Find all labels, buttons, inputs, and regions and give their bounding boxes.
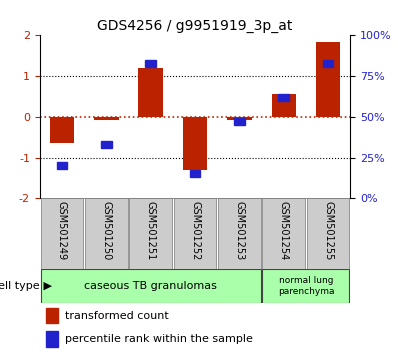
Text: GSM501251: GSM501251	[146, 201, 156, 260]
Text: GSM501250: GSM501250	[101, 201, 111, 260]
Bar	[145, 60, 156, 67]
Bar	[183, 117, 207, 170]
Text: cell type: cell type	[0, 281, 40, 291]
Bar	[174, 198, 216, 269]
Bar	[85, 198, 128, 269]
Bar	[323, 60, 334, 67]
Bar	[271, 95, 296, 117]
Bar	[262, 269, 349, 303]
Bar	[41, 269, 261, 303]
Bar	[129, 198, 172, 269]
Text: percentile rank within the sample: percentile rank within the sample	[64, 334, 252, 344]
Bar	[46, 308, 59, 324]
Bar	[218, 198, 261, 269]
Text: caseous TB granulomas: caseous TB granulomas	[84, 281, 217, 291]
Text: transformed count: transformed count	[64, 310, 168, 321]
Bar	[139, 68, 163, 117]
Text: normal lung
parenchyma: normal lung parenchyma	[278, 276, 334, 296]
Bar	[50, 117, 74, 143]
Bar	[101, 141, 112, 148]
Text: GSM501249: GSM501249	[57, 201, 67, 260]
Bar	[262, 198, 305, 269]
Bar	[316, 41, 340, 117]
Bar	[190, 170, 200, 177]
Bar	[94, 117, 119, 120]
Title: GDS4256 / g9951919_3p_at: GDS4256 / g9951919_3p_at	[98, 19, 293, 33]
Text: GSM501252: GSM501252	[190, 201, 200, 261]
Text: GSM501255: GSM501255	[323, 201, 333, 261]
Bar	[41, 198, 83, 269]
Bar	[57, 162, 67, 169]
Bar	[46, 331, 59, 347]
Bar	[278, 94, 289, 101]
Bar	[307, 198, 349, 269]
Bar	[227, 117, 252, 120]
Bar	[234, 118, 245, 125]
Text: GSM501254: GSM501254	[279, 201, 289, 260]
Text: GSM501253: GSM501253	[234, 201, 244, 260]
Text: ▶: ▶	[40, 281, 52, 291]
